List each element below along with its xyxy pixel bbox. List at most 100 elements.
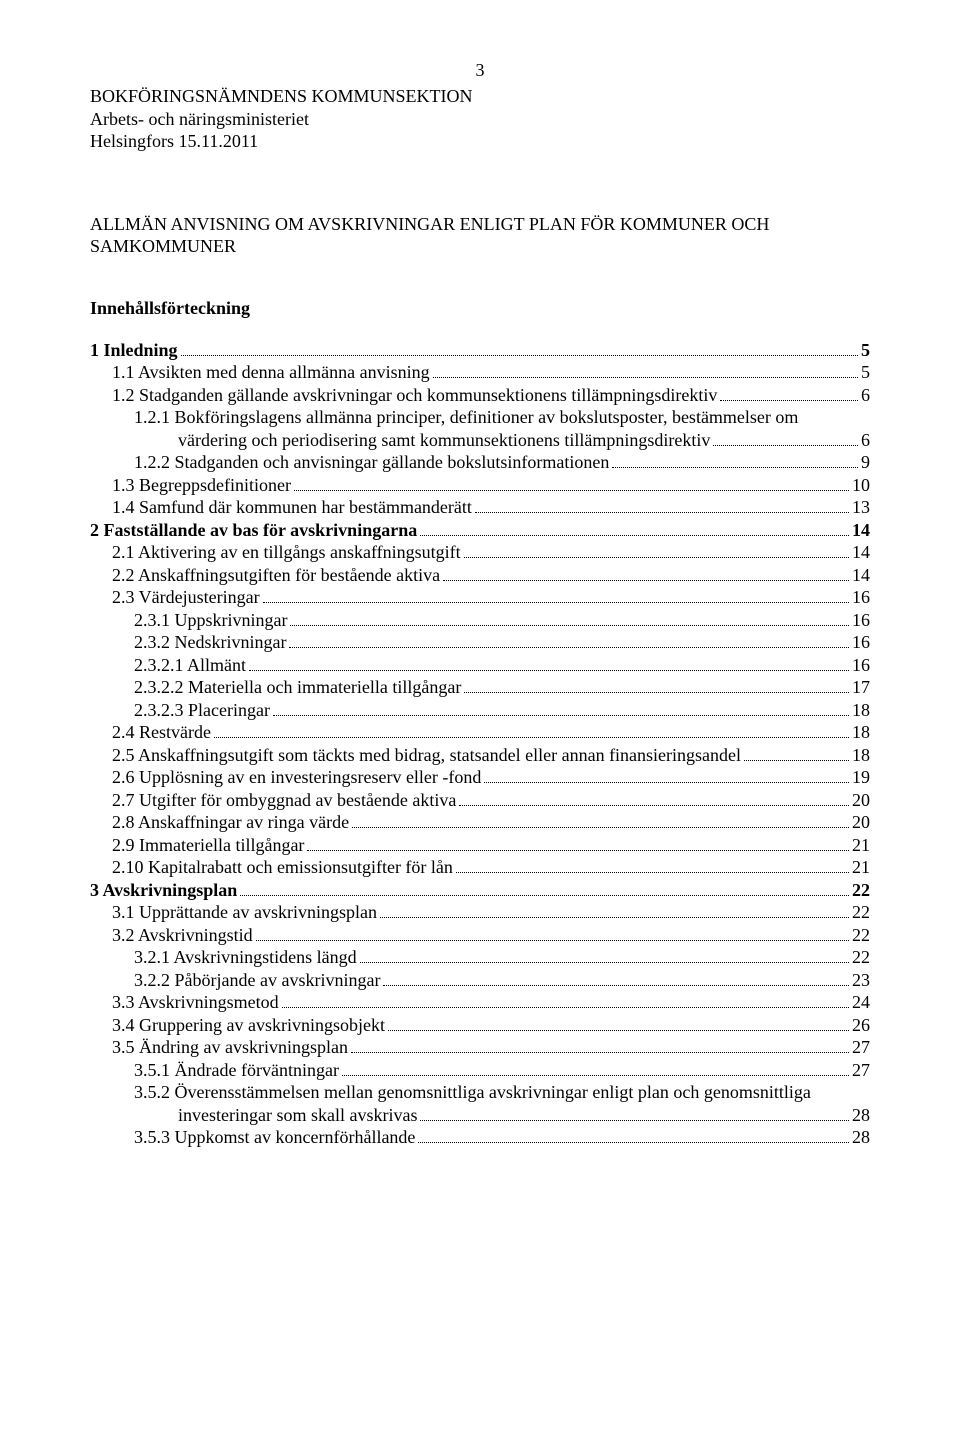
toc-page: 14	[852, 564, 870, 587]
toc-label: 2.3.2.2 Materiella och immateriella till…	[134, 676, 461, 699]
toc-entry: 2.6 Upplösning av en investeringsreserv …	[90, 766, 870, 789]
title-line-1: ALLMÄN ANVISNING OM AVSKRIVNINGAR ENLIGT…	[90, 213, 870, 236]
toc-entry: 3.5.3 Uppkomst av koncernförhållande 28	[90, 1126, 870, 1149]
toc-entry: 1.2.2 Stadganden och anvisningar gälland…	[90, 451, 870, 474]
toc-leader	[456, 857, 849, 873]
toc-title: Innehållsförteckning	[90, 298, 870, 319]
toc-label: 1.1 Avsikten med denna allmänna anvisnin…	[112, 361, 430, 384]
toc-label: 3.5 Ändring av avskrivningsplan	[112, 1036, 348, 1059]
toc-leader	[273, 699, 849, 715]
page-number: 3	[90, 60, 870, 81]
toc-leader	[263, 587, 849, 603]
toc-entry: 2.3.1 Uppskrivningar16	[90, 609, 870, 632]
toc: 1 Inledning 5 1.1 Avsikten med denna allmä…	[90, 339, 870, 1149]
toc-page: 28	[852, 1126, 870, 1149]
toc-page: 22	[852, 879, 870, 902]
toc-label: 3.3 Avskrivningsmetod	[112, 991, 279, 1014]
toc-page: 20	[852, 789, 870, 812]
toc-entry: 2.9 Immateriella tillgångar21	[90, 834, 870, 857]
toc-leader	[418, 1127, 849, 1143]
toc-label: 2.3.2.3 Placeringar	[134, 699, 270, 722]
toc-leader	[713, 429, 858, 445]
toc-label: 3.4 Gruppering av avskrivningsobjekt	[112, 1014, 385, 1037]
toc-label: 2.3 Värdejusteringar	[112, 586, 260, 609]
toc-leader	[612, 452, 858, 468]
toc-page: 10	[852, 474, 870, 497]
toc-page: 5	[861, 361, 870, 384]
toc-page: 6	[861, 429, 870, 452]
toc-label: 2.3.2 Nedskrivningar	[134, 631, 286, 654]
toc-leader	[443, 564, 849, 580]
toc-label: 3 Avskrivningsplan	[90, 879, 237, 902]
toc-leader	[294, 474, 849, 490]
toc-entry: 1.2 Stadganden gällande avskrivningar oc…	[90, 384, 870, 407]
toc-label: 1.2.2 Stadganden och anvisningar gälland…	[134, 451, 609, 474]
toc-page: 20	[852, 811, 870, 834]
toc-entry: 2.3 Värdejusteringar 16	[90, 586, 870, 609]
toc-entry: 2.8 Anskaffningar av ringa värde 20	[90, 811, 870, 834]
title-block: ALLMÄN ANVISNING OM AVSKRIVNINGAR ENLIGT…	[90, 213, 870, 258]
toc-label: 2 Fastställande av bas för avskrivningar…	[90, 519, 417, 542]
toc-leader	[464, 677, 849, 693]
toc-entry: 3.3 Avskrivningsmetod24	[90, 991, 870, 1014]
document-page: 3 BOKFÖRINGSNÄMNDENS KOMMUNSEKTION Arbet…	[0, 0, 960, 1189]
toc-leader	[282, 992, 849, 1008]
toc-entry: 3.5.1 Ändrade förväntningar27	[90, 1059, 870, 1082]
toc-entry: 3.5.2 Överensstämmelsen mellan genomsnit…	[90, 1081, 870, 1104]
toc-entry: 1.3 Begreppsdefinitioner10	[90, 474, 870, 497]
toc-entry: 2.2 Anskaffningsutgiften för bestående a…	[90, 564, 870, 587]
toc-page: 9	[861, 451, 870, 474]
toc-page: 16	[852, 586, 870, 609]
toc-entry: 3.2.1 Avskrivningstidens längd22	[90, 946, 870, 969]
toc-page: 18	[852, 744, 870, 767]
toc-label: 3.5.3 Uppkomst av koncernförhållande	[134, 1126, 415, 1149]
toc-leader	[351, 1037, 849, 1053]
toc-label: 2.10 Kapitalrabatt och emissionsutgifter…	[112, 856, 453, 879]
toc-label: 2.4 Restvärde	[112, 721, 211, 744]
toc-label: 2.3.1 Uppskrivningar	[134, 609, 287, 632]
toc-label: 2.2 Anskaffningsutgiften för bestående a…	[112, 564, 440, 587]
toc-label: 2.3.2.1 Allmänt	[134, 654, 246, 677]
toc-label: 3.2 Avskrivningstid	[112, 924, 253, 947]
toc-leader	[342, 1059, 849, 1075]
toc-page: 18	[852, 699, 870, 722]
toc-entry: 2.3.2.3 Placeringar 18	[90, 699, 870, 722]
toc-leader	[240, 879, 849, 895]
toc-page: 13	[852, 496, 870, 519]
toc-label: 2.1 Aktivering av en tillgångs anskaffni…	[112, 541, 461, 564]
toc-page: 26	[852, 1014, 870, 1037]
toc-page: 27	[852, 1036, 870, 1059]
toc-entry: 2.3.2.2 Materiella och immateriella till…	[90, 676, 870, 699]
header-line-1: BOKFÖRINGSNÄMNDENS KOMMUNSEKTION	[90, 85, 870, 108]
toc-page: 16	[852, 631, 870, 654]
toc-entry: 2.1 Aktivering av en tillgångs anskaffni…	[90, 541, 870, 564]
toc-entry: 2.5 Anskaffningsutgift som täckts med bi…	[90, 744, 870, 767]
toc-label: 1.4 Samfund där kommunen har bestämmande…	[112, 496, 472, 519]
toc-label: investeringar som skall avskrivas	[178, 1104, 417, 1127]
header-line-3: Helsingfors 15.11.2011	[90, 130, 870, 153]
header-block: BOKFÖRINGSNÄMNDENS KOMMUNSEKTION Arbets-…	[90, 85, 870, 153]
toc-entry-cont: värdering och periodisering samt kommuns…	[90, 429, 870, 452]
toc-entry: 3.2 Avskrivningstid22	[90, 924, 870, 947]
toc-entry: 3.4 Gruppering av avskrivningsobjekt 26	[90, 1014, 870, 1037]
toc-leader	[380, 902, 849, 918]
toc-label: 2.8 Anskaffningar av ringa värde	[112, 811, 349, 834]
toc-entry: 3 Avskrivningsplan 22	[90, 879, 870, 902]
toc-leader	[256, 924, 849, 940]
toc-leader	[433, 362, 858, 378]
toc-label: 3.5.1 Ändrade förväntningar	[134, 1059, 339, 1082]
toc-page: 28	[852, 1104, 870, 1127]
toc-page: 14	[852, 519, 870, 542]
toc-leader	[289, 632, 849, 648]
toc-entry: 3.2.2 Påbörjande av avskrivningar23	[90, 969, 870, 992]
toc-label: 2.5 Anskaffningsutgift som täckts med bi…	[112, 744, 741, 767]
toc-entry: 3.5 Ändring av avskrivningsplan 27	[90, 1036, 870, 1059]
toc-leader	[290, 609, 849, 625]
toc-label: 3.2.2 Påbörjande av avskrivningar	[134, 969, 380, 992]
toc-leader	[214, 722, 849, 738]
toc-entry: 1.1 Avsikten med denna allmänna anvisnin…	[90, 361, 870, 384]
toc-label: värdering och periodisering samt kommuns…	[178, 429, 710, 452]
toc-label: 1 Inledning	[90, 339, 178, 362]
toc-label: 2.6 Upplösning av en investeringsreserv …	[112, 766, 481, 789]
header-line-2: Arbets- och näringsministeriet	[90, 108, 870, 131]
